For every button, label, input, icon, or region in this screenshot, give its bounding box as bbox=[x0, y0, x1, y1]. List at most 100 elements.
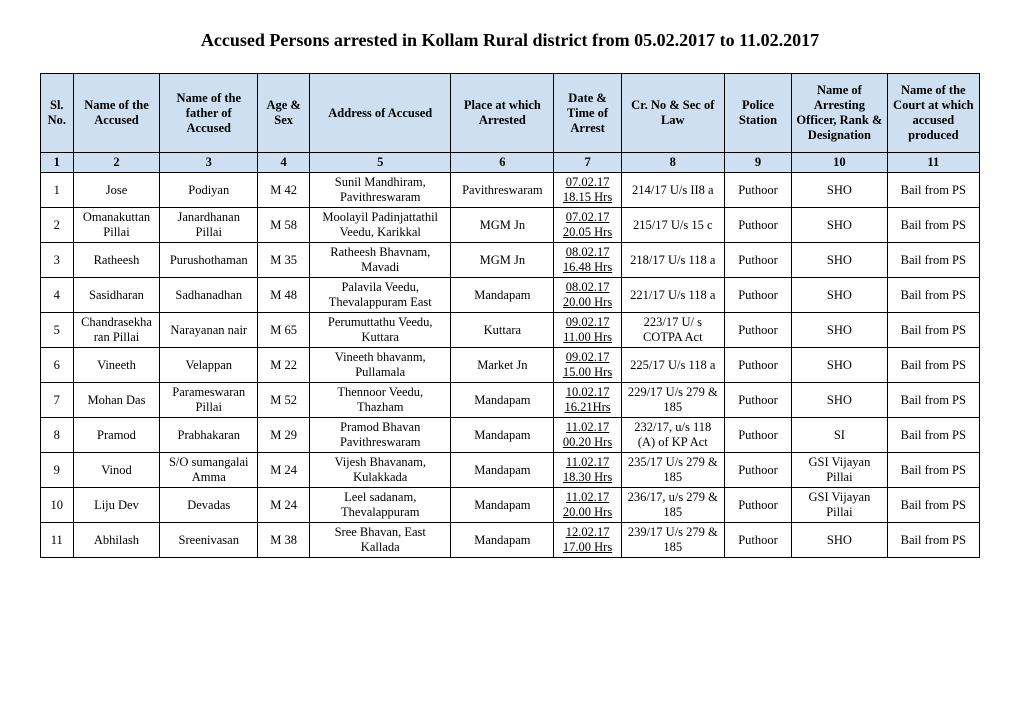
cell-address: Thennoor Veedu, Thazham bbox=[310, 383, 451, 418]
cell-court: Bail from PS bbox=[887, 488, 979, 523]
cell-address: Pramod Bhavan Pavithreswaram bbox=[310, 418, 451, 453]
cell-station: Puthoor bbox=[724, 313, 791, 348]
col-address: Address of Accused bbox=[310, 74, 451, 153]
cell-datetime: 11.02.1718.30 Hrs bbox=[554, 453, 621, 488]
cell-place: Market Jn bbox=[451, 348, 554, 383]
cell-place: MGM Jn bbox=[451, 208, 554, 243]
cell-father: Purushothaman bbox=[160, 243, 258, 278]
cell-court: Bail from PS bbox=[887, 383, 979, 418]
cell-accused: Omanakuttan Pillai bbox=[73, 208, 160, 243]
cell-sl: 10 bbox=[41, 488, 74, 523]
cell-father: Podiyan bbox=[160, 173, 258, 208]
cell-accused: Chandrasekha ran Pillai bbox=[73, 313, 160, 348]
cell-accused: Liju Dev bbox=[73, 488, 160, 523]
cell-sl: 4 bbox=[41, 278, 74, 313]
cell-station: Puthoor bbox=[724, 488, 791, 523]
table-row: 1JosePodiyanM 42Sunil Mandhiram, Pavithr… bbox=[41, 173, 980, 208]
cell-station: Puthoor bbox=[724, 243, 791, 278]
cell-court: Bail from PS bbox=[887, 243, 979, 278]
cell-address: Ratheesh Bhavnam, Mavadi bbox=[310, 243, 451, 278]
cell-court: Bail from PS bbox=[887, 418, 979, 453]
cell-place: Mandapam bbox=[451, 278, 554, 313]
arrest-table: Sl. No. Name of the Accused Name of the … bbox=[40, 73, 980, 558]
cell-father: Prabhakaran bbox=[160, 418, 258, 453]
cell-place: Pavithreswaram bbox=[451, 173, 554, 208]
cell-datetime: 08.02.1716.48 Hrs bbox=[554, 243, 621, 278]
cell-station: Puthoor bbox=[724, 173, 791, 208]
cell-address: Moolayil Padinjattathil Veedu, Karikkal bbox=[310, 208, 451, 243]
num-8: 8 bbox=[621, 153, 724, 173]
cell-accused: Abhilash bbox=[73, 523, 160, 558]
cell-station: Puthoor bbox=[724, 453, 791, 488]
col-court: Name of the Court at which accused produ… bbox=[887, 74, 979, 153]
cell-age: M 24 bbox=[258, 453, 310, 488]
cell-court: Bail from PS bbox=[887, 313, 979, 348]
cell-age: M 65 bbox=[258, 313, 310, 348]
cell-accused: Pramod bbox=[73, 418, 160, 453]
num-9: 9 bbox=[724, 153, 791, 173]
cell-address: Palavila Veedu, Thevalappuram East bbox=[310, 278, 451, 313]
cell-station: Puthoor bbox=[724, 208, 791, 243]
cell-address: Sunil Mandhiram, Pavithreswaram bbox=[310, 173, 451, 208]
cell-father: Velappan bbox=[160, 348, 258, 383]
cell-cr: 235/17 U/s 279 & 185 bbox=[621, 453, 724, 488]
cell-cr: 221/17 U/s 118 a bbox=[621, 278, 724, 313]
cell-court: Bail from PS bbox=[887, 348, 979, 383]
cell-sl: 3 bbox=[41, 243, 74, 278]
cell-father: Devadas bbox=[160, 488, 258, 523]
cell-place: MGM Jn bbox=[451, 243, 554, 278]
table-row: 8PramodPrabhakaranM 29Pramod Bhavan Pavi… bbox=[41, 418, 980, 453]
table-row: 7Mohan DasParameswaran PillaiM 52Thennoo… bbox=[41, 383, 980, 418]
cell-cr: 225/17 U/s 118 a bbox=[621, 348, 724, 383]
cell-accused: Vineeth bbox=[73, 348, 160, 383]
cell-sl: 9 bbox=[41, 453, 74, 488]
page-title: Accused Persons arrested in Kollam Rural… bbox=[40, 30, 980, 51]
cell-accused: Ratheesh bbox=[73, 243, 160, 278]
cell-cr: 236/17, u/s 279 & 185 bbox=[621, 488, 724, 523]
cell-accused: Mohan Das bbox=[73, 383, 160, 418]
cell-address: Vijesh Bhavanam, Kulakkada bbox=[310, 453, 451, 488]
cell-address: Leel sadanam, Thevalappuram bbox=[310, 488, 451, 523]
cell-age: M 38 bbox=[258, 523, 310, 558]
num-7: 7 bbox=[554, 153, 621, 173]
table-row: 11AbhilashSreenivasanM 38Sree Bhavan, Ea… bbox=[41, 523, 980, 558]
num-1: 1 bbox=[41, 153, 74, 173]
table-row: 3RatheeshPurushothamanM 35Ratheesh Bhavn… bbox=[41, 243, 980, 278]
cell-accused: Sasidharan bbox=[73, 278, 160, 313]
col-place: Place at which Arrested bbox=[451, 74, 554, 153]
col-datetime: Date & Time of Arrest bbox=[554, 74, 621, 153]
col-officer: Name of Arresting Officer, Rank & Design… bbox=[792, 74, 888, 153]
table-row: 10Liju DevDevadasM 24Leel sadanam, Theva… bbox=[41, 488, 980, 523]
cell-datetime: 10.02.1716.21Hrs bbox=[554, 383, 621, 418]
cell-officer: SHO bbox=[792, 278, 888, 313]
cell-cr: 232/17, u/s 118 (A) of KP Act bbox=[621, 418, 724, 453]
table-row: 9VinodS/O sumangalai AmmaM 24Vijesh Bhav… bbox=[41, 453, 980, 488]
table-row: 4SasidharanSadhanadhanM 48Palavila Veedu… bbox=[41, 278, 980, 313]
cell-age: M 52 bbox=[258, 383, 310, 418]
cell-age: M 58 bbox=[258, 208, 310, 243]
cell-datetime: 09.02.1711.00 Hrs bbox=[554, 313, 621, 348]
cell-place: Mandapam bbox=[451, 523, 554, 558]
cell-place: Kuttara bbox=[451, 313, 554, 348]
cell-officer: SHO bbox=[792, 208, 888, 243]
cell-sl: 11 bbox=[41, 523, 74, 558]
cell-datetime: 09.02.1715.00 Hrs bbox=[554, 348, 621, 383]
num-3: 3 bbox=[160, 153, 258, 173]
cell-address: Perumuttathu Veedu, Kuttara bbox=[310, 313, 451, 348]
cell-station: Puthoor bbox=[724, 348, 791, 383]
num-11: 11 bbox=[887, 153, 979, 173]
cell-place: Mandapam bbox=[451, 488, 554, 523]
cell-datetime: 11.02.1720.00 Hrs bbox=[554, 488, 621, 523]
cell-sl: 8 bbox=[41, 418, 74, 453]
cell-cr: 214/17 U/s II8 a bbox=[621, 173, 724, 208]
cell-officer: SHO bbox=[792, 348, 888, 383]
cell-cr: 239/17 U/s 279 & 185 bbox=[621, 523, 724, 558]
cell-station: Puthoor bbox=[724, 383, 791, 418]
cell-officer: SHO bbox=[792, 523, 888, 558]
table-row: 5Chandrasekha ran PillaiNarayanan nairM … bbox=[41, 313, 980, 348]
cell-officer: SHO bbox=[792, 173, 888, 208]
col-accused: Name of the Accused bbox=[73, 74, 160, 153]
cell-cr: 218/17 U/s 118 a bbox=[621, 243, 724, 278]
col-station: Police Station bbox=[724, 74, 791, 153]
cell-court: Bail from PS bbox=[887, 278, 979, 313]
